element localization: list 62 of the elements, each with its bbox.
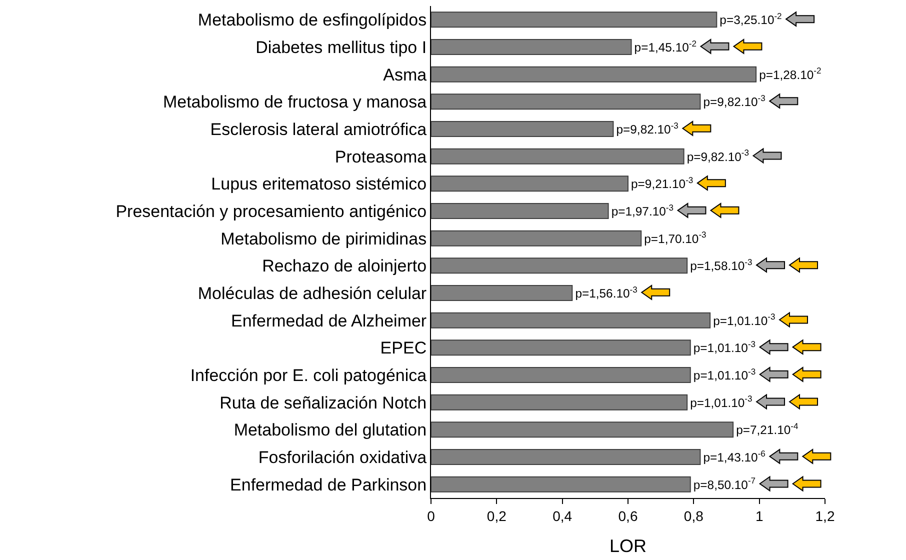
bar xyxy=(431,448,701,466)
bar xyxy=(431,38,632,56)
x-tick-label: 0 xyxy=(427,508,436,524)
y-tick-label: Esclerosis lateral amiotrófica xyxy=(210,120,428,139)
y-tick-label: Asma xyxy=(383,65,428,84)
data-label: p=1,01.10$^{-3}$ xyxy=(690,394,753,410)
y-tick-label: Metabolismo de fructosa y manosa xyxy=(162,92,428,112)
data-label: p=9,82.10$^{-3}$ xyxy=(616,120,679,136)
y-tick-label: Lupus eritematoso sistémico xyxy=(211,174,427,194)
y-tick-label: Infección por E. coli patogénica xyxy=(190,366,428,385)
bar xyxy=(431,284,573,302)
bar xyxy=(431,12,718,28)
data-label: p=1,01.10$^{-3}$ xyxy=(693,366,756,382)
bar xyxy=(431,340,691,356)
y-tick-label: Ruta de señalización Notch xyxy=(220,393,427,412)
bar xyxy=(431,422,734,438)
x-tick-label: 1 xyxy=(755,508,764,524)
y-tick-label: Presentación y procesamiento antigénico xyxy=(116,202,427,221)
data-label: p=1,01.10$^{-3}$ xyxy=(713,312,776,328)
data-label: p=9,82.10$^{-3}$ xyxy=(703,93,766,110)
data-label: p=8,50.10$^{-7}$ xyxy=(693,476,756,492)
data-label: p=1,01.10$^{-3}$ xyxy=(693,339,756,356)
y-tick-label: Metabolismo de pirimidinas xyxy=(220,229,427,248)
y-tick-label: Diabetes mellitus tipo I xyxy=(256,38,427,57)
data-label: p=1,43.10$^{-6}$ xyxy=(703,448,766,464)
bar xyxy=(431,258,688,274)
data-label: p=1,56.10$^{-3}$ xyxy=(575,284,638,300)
data-label: p=7,21.10$^{-4}$ xyxy=(736,421,798,438)
y-tick-label: Enfermedad de Parkinson xyxy=(230,475,427,494)
x-tick-label: 0,6 xyxy=(618,508,638,524)
bar xyxy=(431,94,701,110)
x-tick-label: 1,2 xyxy=(815,508,835,524)
bar xyxy=(431,202,609,220)
x-tick-label: 0,2 xyxy=(486,508,507,524)
bar xyxy=(431,176,628,192)
data-label: p=1,70.10$^{-3}$ xyxy=(644,230,707,246)
bar xyxy=(431,120,614,138)
data-label: p=9,82.10$^{-3}$ xyxy=(686,148,750,164)
bar xyxy=(431,312,711,328)
y-tick-label: Metabolismo de esfingolípidos xyxy=(198,10,427,30)
y-tick-label: Proteasoma xyxy=(334,147,428,166)
data-label: p=1,28.10$^{-2}$ xyxy=(759,66,822,82)
data-label: p=1,97.10$^{-3}$ xyxy=(611,202,674,218)
y-tick-label: EPEC xyxy=(380,338,427,358)
x-tick-label: 0,4 xyxy=(552,508,572,524)
bar xyxy=(431,230,642,246)
y-tick-label: Fosforilación oxidativa xyxy=(258,448,428,467)
y-tick-label: Rechazo de aloinjerto xyxy=(262,256,427,276)
x-axis-title: LOR xyxy=(609,536,647,556)
y-tick-label: Enfermedad de Alzheimer xyxy=(230,311,427,330)
bar xyxy=(431,394,688,410)
x-tick-label: 0,8 xyxy=(684,508,704,524)
y-tick-label: Metabolismo del glutation xyxy=(234,420,427,440)
data-label: p=1,45.10$^{-2}$ xyxy=(634,38,697,54)
bar xyxy=(431,476,691,492)
data-label: p=9,21.10$^{-3}$ xyxy=(631,175,694,192)
data-label: p=1,58.10$^{-3}$ xyxy=(690,257,753,274)
bar xyxy=(431,366,691,384)
bar xyxy=(431,66,757,82)
bar xyxy=(431,148,684,164)
y-tick-label: Moléculas de adhesión celular xyxy=(198,284,427,303)
data-label: p=3,25.10$^{-2}$ xyxy=(720,11,782,28)
